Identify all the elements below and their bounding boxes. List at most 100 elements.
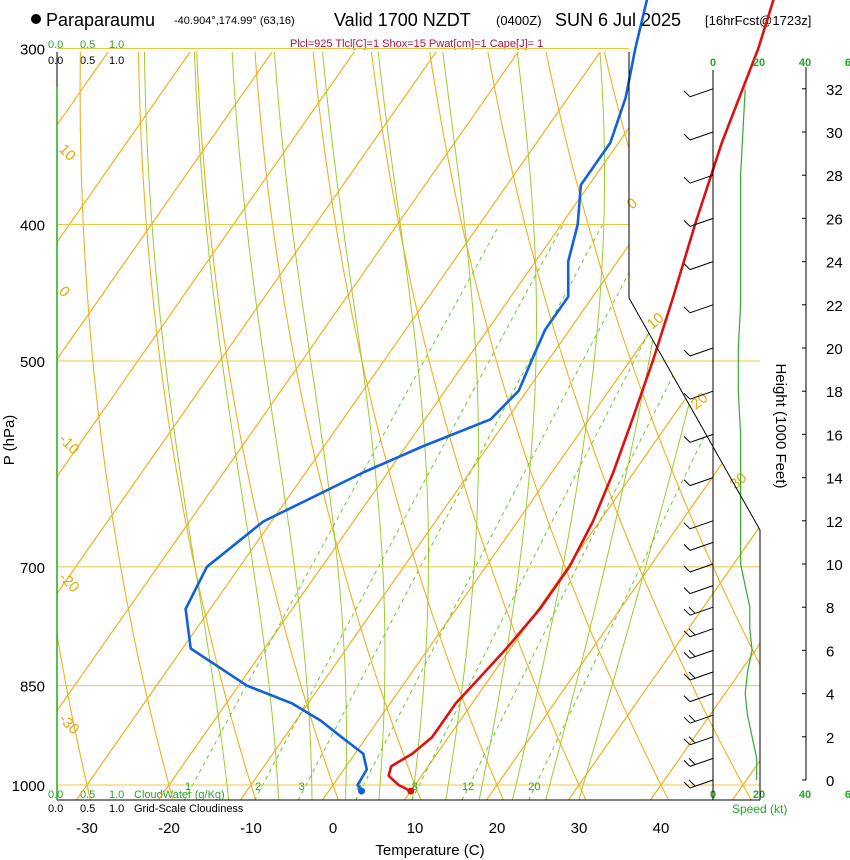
height-tick-label: 2 xyxy=(826,730,834,747)
mixing-ratio-line xyxy=(454,224,751,800)
wind-barb-flag xyxy=(683,436,691,443)
dry-adiabat-line xyxy=(79,52,178,800)
wind-barb xyxy=(683,390,714,400)
dewpoint-profile-line xyxy=(184,0,649,792)
wind-barb xyxy=(683,736,714,746)
wind-barb xyxy=(683,541,714,551)
height-tick-label: 22 xyxy=(826,298,843,315)
surface-temperature-marker xyxy=(407,787,415,795)
cloudiness-scale-1: 0.5 xyxy=(80,55,95,67)
wind-barb xyxy=(683,217,714,227)
wind-barb-flag xyxy=(683,349,691,357)
mixing-ratio-label: 20 xyxy=(528,781,540,793)
moist-adiabat-line xyxy=(267,52,347,800)
isotherm-line xyxy=(57,52,355,800)
speed-tick-label-bottom: 40 xyxy=(799,789,811,801)
isotherm-line xyxy=(240,52,760,800)
location-dot xyxy=(31,14,41,24)
speed-tick-label-bottom: 20 xyxy=(753,789,765,801)
wind-barb xyxy=(683,606,714,616)
moist-adiabat-line xyxy=(143,52,231,800)
wind-barb-staff xyxy=(689,649,714,659)
height-tick-label: 6 xyxy=(826,643,834,660)
moist-adiabat-line xyxy=(508,52,605,800)
temperature-tick-label: 30 xyxy=(571,820,588,837)
wind-barb-flag xyxy=(683,630,691,638)
cloudiness-scale-0: 0.0 xyxy=(48,55,63,67)
wind-barb xyxy=(683,477,714,487)
wind-barb xyxy=(683,693,714,703)
wind-barb-staff xyxy=(689,563,714,573)
mixing-ratio-label: 2 xyxy=(255,781,261,793)
temperature-tick-label: -20 xyxy=(158,820,180,837)
coordinates: -40.904°,174.99° (63,16) xyxy=(174,15,295,27)
moist-adiabat-line xyxy=(191,52,280,800)
wind-barb-flag xyxy=(683,306,691,314)
isotherm-line xyxy=(57,52,273,800)
wind-barb-staff xyxy=(689,541,714,551)
cloudwater-label: CloudWater (g/Kg) xyxy=(134,789,225,801)
dry-adiabat-line xyxy=(520,52,760,800)
cloudwater-scale-0: 0.0 xyxy=(48,39,63,51)
forecast-info: [16hrFcst@1723z] xyxy=(705,13,811,28)
speed-tick-label-bottom: 60 xyxy=(845,789,850,801)
isotherm-label: 10 xyxy=(55,141,79,165)
wind-barb-staff xyxy=(689,390,714,400)
wind-barb xyxy=(683,304,714,314)
wind-barb-flag xyxy=(683,176,691,184)
mixing-ratio-line xyxy=(403,224,706,800)
forecast-date: SUN 6 Jul 2025 xyxy=(555,10,681,30)
mixing-ratio-line xyxy=(347,224,655,800)
pressure-tick-label: 1000 xyxy=(12,778,45,795)
wind-barb xyxy=(683,585,714,595)
wind-barb-staff xyxy=(689,693,714,703)
wind-barb-flag xyxy=(683,608,691,616)
dry-adiabat-line xyxy=(57,52,95,800)
wind-barb xyxy=(683,779,714,789)
mixing-ratio-label: 1 xyxy=(185,781,191,793)
dry-adiabat-label: 0 xyxy=(624,195,641,213)
cloudwater-scale-1: 0.5 xyxy=(80,39,95,51)
wind-barb-flag xyxy=(683,479,691,486)
speed-tick-label-top: 20 xyxy=(753,57,765,69)
height-tick-label: 10 xyxy=(826,557,843,574)
wind-panel: 0246810121416182022242628303202040600204… xyxy=(683,57,850,801)
wind-barb-staff xyxy=(689,628,714,638)
temperature-tick-label: 20 xyxy=(489,820,506,837)
wind-barb-flag xyxy=(688,650,696,657)
wind-barb-flag xyxy=(683,565,691,573)
wind-barb-flag xyxy=(683,544,691,551)
dry-adiabat-line xyxy=(794,0,850,815)
speed-axis-title: Speed (kt) xyxy=(732,802,787,816)
moist-adiabat-line xyxy=(426,52,480,800)
dry-adiabat-line xyxy=(411,52,677,800)
height-tick-label: 32 xyxy=(826,82,843,99)
isotherm-label: 0 xyxy=(55,283,73,301)
y-axis-title: P (hPa) xyxy=(1,415,18,466)
wind-barb-flag xyxy=(683,695,691,702)
mixing-ratio-line xyxy=(521,224,760,800)
wind-barb-flag xyxy=(683,738,691,746)
temperature-tick-label: -10 xyxy=(240,820,262,837)
temperature-tick-label: 40 xyxy=(653,820,670,837)
wind-barb-staff xyxy=(689,520,714,530)
wind-barb xyxy=(683,757,714,767)
wind-barb-staff xyxy=(689,174,714,184)
temperature-tick-label: 0 xyxy=(329,820,337,837)
height-tick-label: 18 xyxy=(826,384,843,401)
height-tick-label: 4 xyxy=(826,687,834,704)
wind-barb-staff xyxy=(689,433,714,443)
wind-barb-flag xyxy=(683,652,691,659)
height-tick-label: 28 xyxy=(826,168,843,185)
wind-barb-staff xyxy=(689,261,714,271)
wind-barb-staff xyxy=(689,347,714,357)
dry-adiabat-line xyxy=(629,52,760,800)
cloudiness-scale-bottom-1: 0.5 xyxy=(80,803,95,815)
height-tick-label: 0 xyxy=(826,773,834,790)
cloudiness-scale-bottom-0: 0.0 xyxy=(48,803,63,815)
wind-speed-line xyxy=(737,88,758,780)
cloudwater-scale-2: 1.0 xyxy=(109,39,124,51)
surface-dewpoint-marker xyxy=(358,787,366,795)
dry-adiabat-label: 30 xyxy=(727,469,751,493)
wind-barb-flag xyxy=(688,779,696,787)
